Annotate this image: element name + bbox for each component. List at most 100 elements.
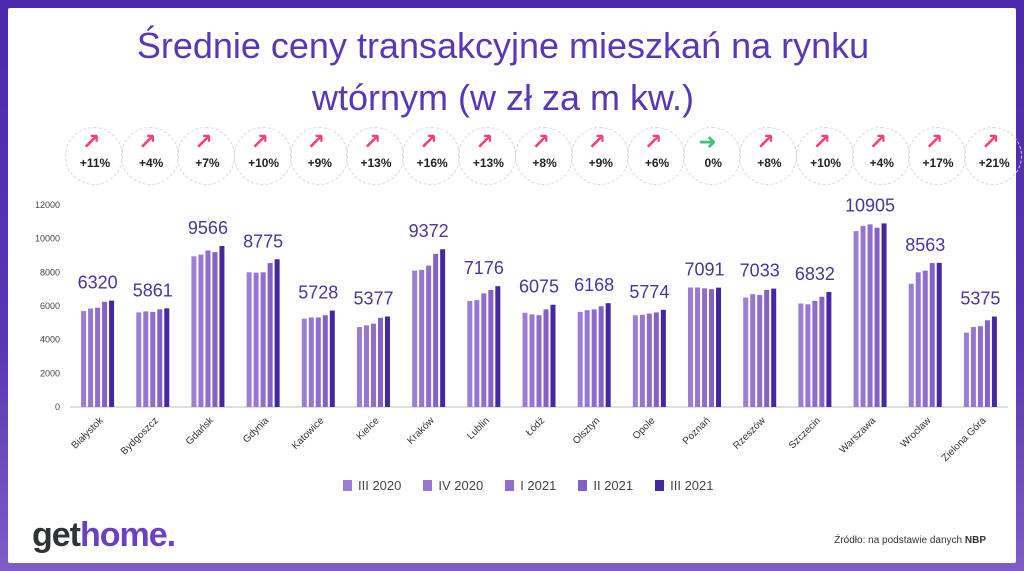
change-percent: +11% — [79, 156, 111, 170]
change-percent: +21% — [978, 156, 1010, 170]
bar — [474, 300, 480, 407]
bar — [219, 245, 225, 407]
change-percent: +6% — [644, 156, 670, 170]
arrow-up-right-icon: ↗ — [981, 129, 1000, 154]
arrow-right-icon: ➜ — [698, 129, 717, 154]
bar — [88, 308, 94, 407]
bar — [922, 270, 928, 407]
legend-swatch — [578, 480, 588, 491]
bar — [198, 254, 204, 407]
change-percent: +17% — [922, 156, 954, 170]
bar — [488, 290, 494, 407]
bar — [440, 249, 446, 407]
bar — [764, 290, 770, 407]
bar — [757, 295, 763, 407]
legend-item: I 2021 — [505, 478, 556, 493]
change-badge: ↗ +8% — [739, 127, 798, 185]
change-badge: ↗ +7% — [177, 127, 236, 185]
bar — [308, 317, 314, 407]
bar — [419, 269, 425, 407]
category-label: Zielona Góra — [940, 415, 989, 464]
bar — [805, 304, 811, 407]
bar — [819, 296, 825, 407]
category-label: Wrocław — [899, 415, 934, 450]
category-label: Kielce — [355, 415, 382, 442]
bar — [267, 263, 273, 407]
bar — [750, 294, 756, 407]
y-tick-label: 6000 — [40, 301, 60, 311]
bar — [963, 332, 969, 407]
bar-chart: 0 2000 4000 6000 8000 10000 12000 6320 Białystok… — [35, 195, 1008, 464]
data-label: 7091 — [685, 259, 725, 279]
data-label: 5728 — [298, 283, 338, 303]
category-label: Opole — [631, 415, 658, 442]
bar — [412, 270, 418, 407]
arrow-up-right-icon: ↗ — [138, 129, 157, 154]
bar — [253, 272, 259, 407]
bar — [970, 327, 976, 407]
bar — [205, 250, 211, 407]
category-label: Łódź — [524, 415, 547, 438]
bar — [743, 297, 749, 407]
arrow-up-right-icon: ↗ — [868, 129, 888, 154]
category-label: Kraków — [405, 415, 437, 447]
data-label: 10905 — [845, 195, 895, 215]
bar — [212, 252, 218, 407]
bar — [915, 272, 921, 407]
arrow-up-right-icon: ↗ — [756, 129, 775, 154]
bar — [702, 288, 708, 407]
bar — [150, 311, 156, 407]
change-badge: ↗ +17% — [908, 127, 966, 185]
category-label: Gdynia — [241, 415, 271, 445]
y-tick-label: 8000 — [40, 267, 60, 277]
legend-swatch — [505, 480, 515, 491]
change-badge: ↗ +21% — [964, 127, 1023, 185]
arrow-up-right-icon: ↗ — [531, 129, 551, 154]
category-label: Warszawa — [838, 415, 879, 456]
logo-part-1: get — [32, 516, 81, 554]
legend-label: II 2021 — [593, 478, 634, 493]
arrow-up-right-icon: ↗ — [925, 129, 944, 154]
change-percent: +9% — [588, 156, 613, 170]
bar — [853, 231, 859, 407]
bar — [695, 287, 701, 407]
bar — [81, 311, 87, 407]
bar — [936, 262, 942, 407]
legend-item: II 2021 — [578, 478, 633, 493]
bar — [536, 315, 542, 407]
bar — [977, 326, 983, 407]
change-percent: +4% — [139, 156, 164, 170]
category-label: Bydgoszcz — [119, 415, 161, 457]
bar — [550, 304, 556, 407]
change-percent: 0% — [704, 156, 722, 170]
arrow-up-right-icon: ↗ — [812, 129, 832, 154]
legend-swatch — [423, 480, 433, 491]
bar — [274, 259, 280, 407]
arrow-up-right-icon: ↗ — [644, 129, 663, 154]
bar — [109, 300, 115, 407]
data-label: 7176 — [464, 258, 504, 278]
change-percent: +16% — [416, 156, 448, 170]
bar — [370, 323, 376, 407]
bar — [315, 317, 321, 407]
bar — [102, 301, 108, 407]
legend-label: IV 2020 — [438, 478, 484, 493]
legend-label: III 2021 — [670, 478, 714, 493]
change-badge: ↗ +10% — [795, 127, 854, 185]
y-tick-label: 10000 — [35, 234, 60, 244]
category-label: Szczecin — [787, 415, 823, 451]
bar — [301, 318, 307, 407]
bar — [433, 253, 439, 407]
change-percent: +10% — [248, 156, 280, 170]
bar — [191, 256, 197, 407]
bar — [591, 309, 597, 407]
bar — [826, 291, 832, 407]
category-label: Lublin — [465, 415, 492, 442]
bar — [771, 288, 777, 407]
bar — [646, 313, 652, 407]
change-percent: +8% — [532, 156, 557, 170]
bar — [860, 226, 866, 407]
change-percent: +4% — [869, 156, 894, 170]
bar — [605, 303, 611, 407]
category-label: Poznań — [681, 415, 713, 447]
